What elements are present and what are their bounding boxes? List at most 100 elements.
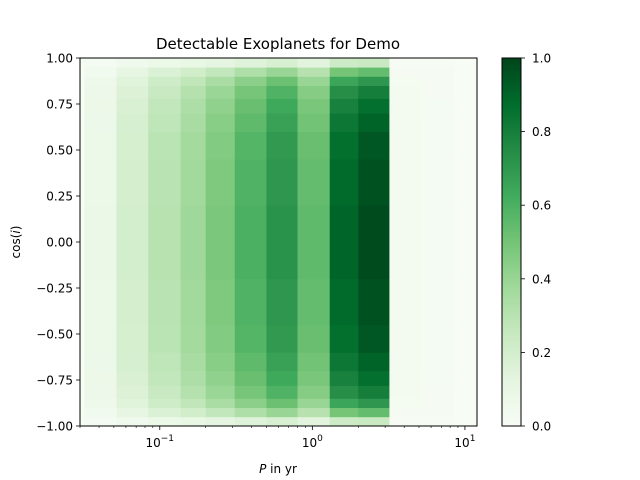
heatmap-cell bbox=[116, 76, 149, 86]
heatmap-cell bbox=[205, 407, 236, 418]
heatmap-cell bbox=[421, 370, 454, 386]
heatmap-cell bbox=[297, 85, 331, 99]
x-tick-label: 101 bbox=[454, 434, 475, 450]
heatmap-cell bbox=[180, 385, 207, 399]
heatmap-cell bbox=[234, 98, 267, 114]
heatmap-cell bbox=[266, 98, 298, 114]
heatmap-cell bbox=[358, 385, 390, 399]
heatmap-cell bbox=[148, 67, 182, 77]
heatmap-cell bbox=[234, 205, 267, 280]
heatmap-cell bbox=[116, 67, 149, 77]
heatmap-cell bbox=[297, 113, 331, 132]
heatmap-cell bbox=[266, 278, 298, 326]
heatmap-cell bbox=[84, 205, 117, 280]
heatmap-cell bbox=[266, 67, 298, 77]
heatmap-cell bbox=[329, 370, 359, 386]
y-tick-label: 0.00 bbox=[46, 236, 73, 250]
heatmap-cell bbox=[205, 324, 236, 353]
heatmap-cell bbox=[205, 76, 236, 86]
heatmap-cell bbox=[389, 370, 422, 386]
heatmap-cell bbox=[266, 76, 298, 86]
heatmap-cell bbox=[389, 98, 422, 114]
colorbar-tick-label: 1.0 bbox=[532, 52, 551, 66]
heatmap-cell bbox=[148, 205, 182, 280]
heatmap-cell bbox=[234, 76, 267, 86]
heatmap-cell bbox=[297, 324, 331, 353]
heatmap-cell bbox=[329, 76, 359, 86]
heatmap-cell bbox=[180, 278, 207, 326]
heatmap-cells bbox=[84, 58, 454, 426]
heatmap-cell bbox=[358, 159, 390, 206]
heatmap-cell bbox=[329, 98, 359, 114]
colorbar-tick-label: 0.4 bbox=[532, 272, 551, 286]
heatmap-cell bbox=[205, 98, 236, 114]
colorbar-tick-label: 0.8 bbox=[532, 125, 551, 139]
heatmap-cell bbox=[297, 407, 331, 418]
y-tick-label: 0.75 bbox=[46, 98, 73, 112]
heatmap-cell bbox=[389, 385, 422, 399]
heatmap-cell bbox=[329, 67, 359, 77]
heatmap-cell bbox=[297, 385, 331, 399]
heatmap-cell bbox=[389, 324, 422, 353]
heatmap-cell bbox=[116, 98, 149, 114]
heatmap-cell bbox=[297, 98, 331, 114]
y-tick-label: 0.50 bbox=[46, 144, 73, 158]
heatmap-cell bbox=[421, 67, 454, 77]
heatmap-cell bbox=[329, 278, 359, 326]
heatmap-cell bbox=[205, 113, 236, 132]
heatmap-cell bbox=[116, 416, 149, 426]
heatmap-cell bbox=[358, 98, 390, 114]
heatmap-cell bbox=[266, 398, 298, 408]
heatmap-cell bbox=[116, 278, 149, 326]
heatmap-cell bbox=[234, 131, 267, 160]
heatmap-cell bbox=[266, 113, 298, 132]
heatmap-cell bbox=[234, 324, 267, 353]
heatmap-cell bbox=[266, 370, 298, 386]
heatmap-cell bbox=[180, 67, 207, 77]
heatmap-cell bbox=[266, 205, 298, 280]
heatmap-cell bbox=[84, 113, 117, 132]
heatmap-cell bbox=[205, 416, 236, 426]
heatmap-cell bbox=[180, 352, 207, 372]
heatmap-cell bbox=[116, 385, 149, 399]
heatmap-cell bbox=[234, 85, 267, 99]
heatmap-cell bbox=[358, 352, 390, 372]
heatmap-cell bbox=[148, 407, 182, 418]
heatmap-cell bbox=[205, 85, 236, 99]
heatmap-cell bbox=[148, 370, 182, 386]
heatmap-cell bbox=[358, 416, 390, 426]
heatmap-cell bbox=[389, 85, 422, 99]
heatmap-cell bbox=[205, 67, 236, 77]
heatmap-cell bbox=[358, 113, 390, 132]
heatmap-cell bbox=[180, 131, 207, 160]
heatmap-cell bbox=[421, 131, 454, 160]
heatmap-cell bbox=[421, 205, 454, 280]
heatmap-cell bbox=[297, 67, 331, 77]
heatmap-cell bbox=[234, 278, 267, 326]
heatmap-cell bbox=[234, 58, 267, 68]
heatmap-cell bbox=[358, 278, 390, 326]
heatmap-cell bbox=[116, 205, 149, 280]
x-axis-label: P in yr bbox=[259, 462, 297, 476]
heatmap-cell bbox=[329, 205, 359, 280]
heatmap-cell bbox=[148, 131, 182, 160]
heatmap-cell bbox=[84, 370, 117, 386]
heatmap-cell bbox=[421, 98, 454, 114]
heatmap-cell bbox=[84, 416, 117, 426]
heatmap-cell bbox=[297, 352, 331, 372]
heatmap-cell bbox=[421, 159, 454, 206]
heatmap-cell bbox=[266, 385, 298, 399]
heatmap-cell bbox=[329, 407, 359, 418]
heatmap-cell bbox=[389, 398, 422, 408]
heatmap-cell bbox=[329, 416, 359, 426]
heatmap-cell bbox=[329, 58, 359, 68]
heatmap-cell bbox=[329, 385, 359, 399]
heatmap-cell bbox=[234, 416, 267, 426]
heatmap-cell bbox=[205, 205, 236, 280]
heatmap-cell bbox=[421, 398, 454, 408]
y-tick-label: −0.25 bbox=[36, 282, 73, 296]
heatmap-cell bbox=[148, 398, 182, 408]
heatmap-cell bbox=[148, 385, 182, 399]
heatmap-cell bbox=[389, 67, 422, 77]
heatmap-cell bbox=[84, 385, 117, 399]
